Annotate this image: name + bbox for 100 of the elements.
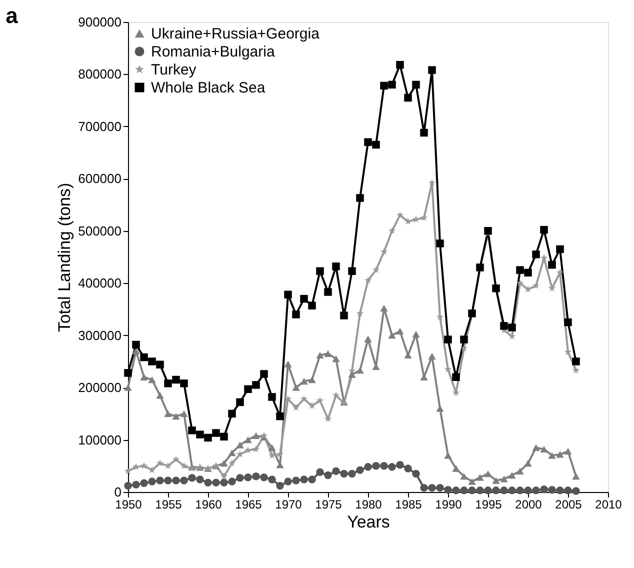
x-axis-title: Years	[347, 512, 390, 532]
point	[436, 405, 444, 412]
point	[572, 487, 580, 495]
point	[228, 449, 236, 456]
x-tick-label: 1955	[155, 498, 182, 512]
point	[556, 451, 564, 458]
point	[212, 478, 220, 486]
point	[380, 248, 388, 255]
point	[428, 484, 436, 492]
point	[140, 479, 148, 487]
point	[220, 460, 228, 467]
point	[300, 476, 308, 484]
point	[396, 60, 404, 69]
point	[252, 432, 260, 439]
point	[404, 94, 412, 102]
point	[172, 456, 180, 463]
point	[420, 128, 428, 137]
y-axis-title: Total Landing (tons)	[55, 182, 74, 332]
point	[276, 412, 284, 420]
point	[252, 472, 260, 480]
point	[316, 396, 324, 404]
point	[508, 472, 516, 479]
point	[292, 404, 300, 411]
point	[460, 336, 468, 344]
point	[484, 470, 492, 478]
point	[516, 468, 524, 474]
point	[284, 290, 292, 298]
point	[548, 486, 556, 494]
point	[372, 140, 380, 149]
point	[324, 415, 332, 422]
x-tick-label: 1980	[355, 498, 382, 512]
y-tick-label: 800000	[78, 66, 122, 82]
point	[188, 474, 196, 482]
x-tick-label: 1965	[235, 498, 262, 512]
point	[132, 463, 140, 470]
point	[516, 279, 524, 286]
point	[468, 486, 476, 494]
point	[228, 410, 236, 418]
point	[196, 430, 204, 438]
point	[428, 352, 436, 360]
point	[332, 262, 340, 270]
point	[164, 476, 172, 484]
point	[364, 463, 372, 471]
point	[404, 464, 412, 472]
point	[420, 214, 428, 221]
point	[572, 472, 580, 480]
point	[380, 304, 388, 312]
legend-label: Turkey	[151, 62, 197, 78]
point	[348, 470, 356, 478]
y-tick-label: 0	[114, 484, 122, 500]
point	[124, 467, 132, 474]
point	[444, 486, 452, 494]
y-tick-label: 900000	[78, 14, 122, 30]
y-tick-label: 100000	[78, 432, 122, 448]
point	[388, 332, 396, 339]
point	[380, 462, 388, 470]
x-tick-label: 2005	[555, 498, 582, 512]
point	[556, 245, 564, 254]
point	[140, 374, 148, 380]
point	[292, 384, 300, 391]
point	[468, 478, 476, 485]
point	[180, 380, 188, 388]
point	[460, 472, 468, 480]
point	[556, 268, 564, 276]
point	[236, 450, 244, 458]
point	[180, 462, 188, 470]
point	[148, 478, 156, 486]
point	[484, 227, 492, 235]
point	[180, 476, 188, 484]
point	[356, 310, 364, 317]
point	[268, 476, 276, 484]
y-tick-label: 200000	[78, 380, 122, 396]
point	[532, 250, 540, 258]
point	[172, 476, 180, 484]
point	[492, 486, 500, 494]
point	[428, 178, 436, 186]
point	[220, 432, 228, 441]
legend-label: Whole Black Sea	[151, 80, 266, 96]
point	[156, 476, 164, 484]
point	[340, 312, 348, 320]
point	[540, 486, 548, 494]
legend-label: Ukraine+Russia+Georgia	[151, 26, 320, 42]
x-tick-label: 1970	[275, 498, 302, 512]
point	[532, 282, 540, 289]
point	[132, 340, 140, 349]
point	[524, 268, 532, 277]
point	[396, 211, 404, 218]
point	[356, 194, 364, 202]
point	[244, 474, 252, 482]
point	[140, 353, 148, 362]
point	[524, 486, 532, 494]
point	[148, 466, 156, 474]
point	[388, 463, 396, 471]
point	[532, 444, 540, 451]
point	[444, 452, 452, 459]
point	[516, 486, 524, 494]
point	[332, 392, 340, 399]
point	[388, 227, 396, 234]
point	[564, 448, 572, 455]
point	[572, 366, 580, 374]
